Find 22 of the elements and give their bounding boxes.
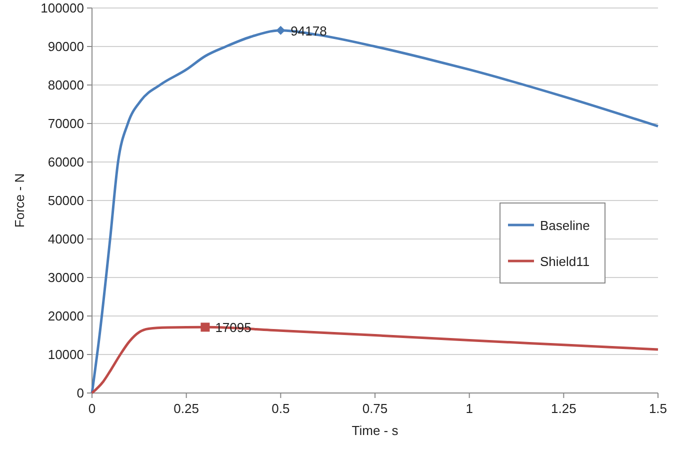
x-tick-label: 1 (466, 401, 473, 416)
y-tick-label: 50000 (48, 193, 84, 208)
legend-label: Baseline (540, 218, 590, 233)
y-tick-label: 90000 (48, 39, 84, 54)
y-tick-label: 20000 (48, 308, 84, 324)
x-tick-label: 1.5 (648, 401, 668, 416)
y-tick-label: 80000 (48, 78, 84, 92)
x-tick-label: 0.75 (362, 401, 388, 416)
y-tick-label: 10000 (48, 347, 84, 362)
x-tick-label: 1.25 (551, 401, 576, 416)
y-tick-label: 0 (76, 386, 84, 400)
y-tick-label: 40000 (48, 232, 84, 246)
y-tick-label: 60000 (48, 154, 84, 170)
x-axis-title: Time - s (352, 423, 399, 438)
x-tick-label: 0.5 (272, 401, 290, 416)
y-tick-label: 30000 (48, 270, 84, 285)
y-tick-label: 100000 (40, 0, 84, 16)
y-tick-label: 70000 (48, 116, 84, 131)
legend-label: Shield11 (540, 254, 590, 269)
y-axis-title: Force - N (12, 173, 27, 228)
x-tick-label: 0.25 (174, 401, 199, 416)
x-tick-label: 0 (88, 401, 96, 416)
